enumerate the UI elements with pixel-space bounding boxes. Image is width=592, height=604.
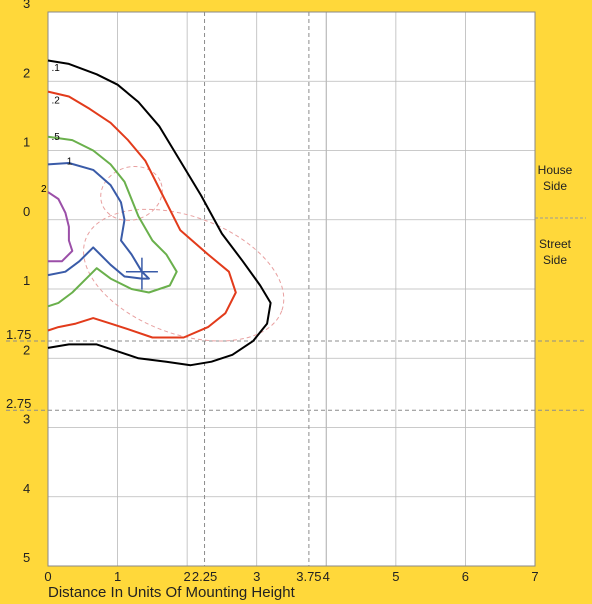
- y-tick-label: 1: [23, 135, 30, 150]
- x-tick-label: 2.25: [192, 569, 217, 584]
- side-label-word: Street: [539, 237, 572, 251]
- side-label-word: Side: [543, 179, 567, 193]
- x-tick-label: 1: [114, 569, 121, 584]
- street-side-label: Street Side: [539, 237, 572, 267]
- contour-line-p5: [47, 135, 178, 308]
- house-side-label: House Side: [538, 163, 573, 193]
- x-axis-title: Distance In Units Of Mounting Height: [48, 584, 296, 601]
- contour-label-1: 1: [67, 156, 73, 167]
- y-tick-label: 3: [23, 0, 30, 11]
- dashed-reference-lines: [6, 12, 586, 566]
- contour-label-p1: .1: [51, 63, 60, 74]
- y-tick-label: 1: [23, 273, 30, 288]
- y-tick-label: 2: [23, 342, 30, 357]
- x-tick-label: 6: [462, 569, 469, 584]
- contour-label-p5: .5: [51, 132, 60, 143]
- y-tick-label: 2: [23, 65, 30, 80]
- contour-series: .1 .2 .5 1 2: [41, 59, 272, 367]
- side-label-word: Side: [543, 253, 567, 267]
- x-tick-label: 7: [531, 569, 538, 584]
- x-tick-label: 5: [392, 569, 399, 584]
- y-tick-label: 3: [23, 412, 30, 427]
- y-tick-label: 0: [23, 204, 30, 219]
- contour-line-p1: [47, 59, 272, 367]
- contour-label-p2: .2: [51, 95, 60, 106]
- contour-line-2: [47, 191, 74, 263]
- y-tick-label: 1.75: [6, 327, 31, 342]
- contour-label-2: 2: [41, 184, 47, 195]
- y-tick-label: 2.75: [6, 396, 31, 411]
- side-label-word: House: [538, 163, 573, 177]
- x-tick-label: 4: [323, 569, 330, 584]
- x-tick-label: 2: [184, 569, 191, 584]
- x-tick-label: 3: [253, 569, 260, 584]
- contour-line-p2: [47, 90, 237, 339]
- y-tick-label: 4: [23, 481, 30, 496]
- y-tick-label: 5: [23, 550, 30, 565]
- grid-lines: [47, 11, 536, 567]
- plot-border: [47, 11, 536, 567]
- x-tick-label: 0: [44, 569, 51, 584]
- x-tick-label: 3.75: [296, 569, 321, 584]
